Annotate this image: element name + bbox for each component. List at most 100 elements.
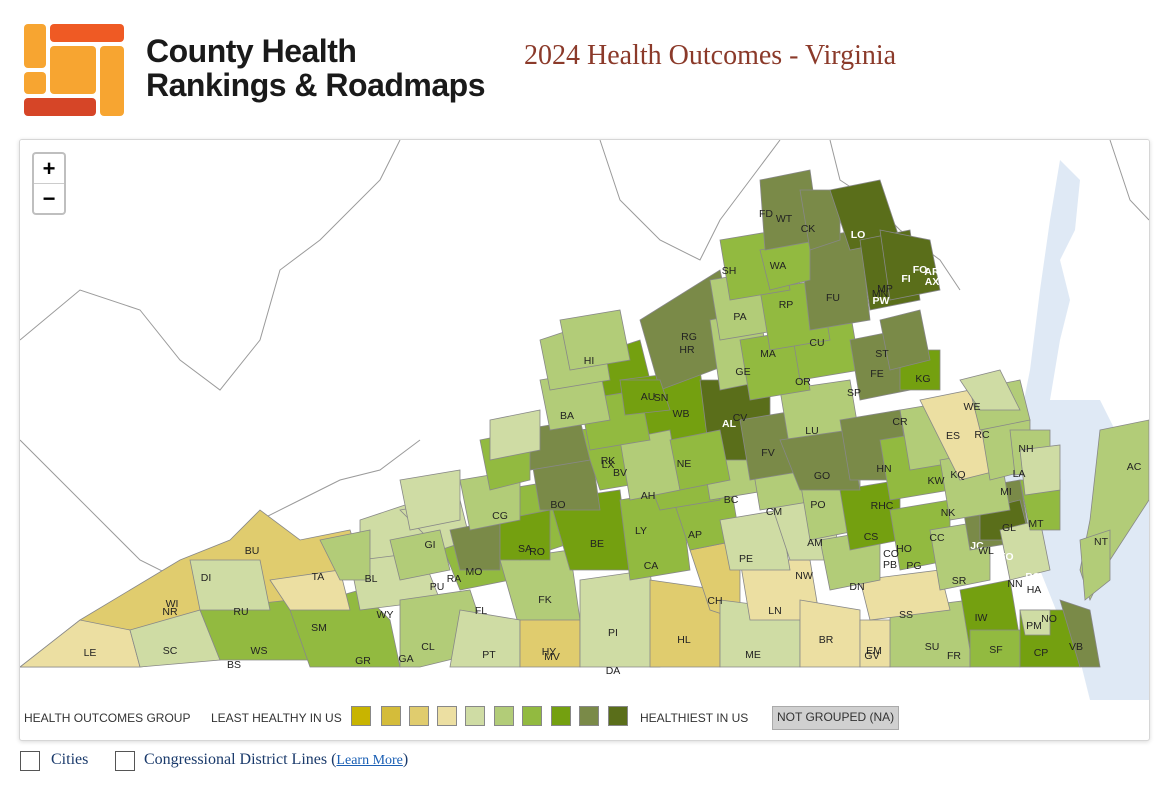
- county-label[interactable]: JC: [970, 540, 984, 552]
- county-label[interactable]: HR: [679, 344, 695, 356]
- county-label[interactable]: NK: [941, 507, 956, 519]
- county-label[interactable]: KQ: [950, 469, 965, 481]
- county-label[interactable]: PM: [1026, 620, 1042, 632]
- county-label[interactable]: CA: [644, 560, 659, 572]
- county-label[interactable]: SP: [847, 387, 861, 399]
- zoom-out-button[interactable]: −: [34, 183, 64, 213]
- county-label[interactable]: GL: [1002, 522, 1016, 534]
- county-label[interactable]: LA: [1013, 468, 1026, 480]
- county-label[interactable]: WS: [251, 645, 268, 657]
- county-label[interactable]: WB: [673, 408, 690, 420]
- county-label[interactable]: BS: [227, 659, 241, 671]
- county-label[interactable]: LU: [805, 425, 818, 437]
- county-label[interactable]: NO: [1041, 613, 1057, 625]
- county-label[interactable]: WI: [166, 598, 179, 610]
- county-label[interactable]: AR: [924, 266, 940, 278]
- county-label[interactable]: MI: [1000, 486, 1012, 498]
- legend-swatch[interactable]: [465, 706, 485, 726]
- county-label[interactable]: CP: [1034, 647, 1049, 659]
- county-label[interactable]: NN: [1007, 578, 1022, 590]
- county-label[interactable]: OR: [795, 376, 811, 388]
- county-label[interactable]: AM: [807, 537, 823, 549]
- county-label[interactable]: LO: [851, 229, 866, 241]
- county-label[interactable]: SN: [654, 392, 669, 404]
- county-label[interactable]: WY: [377, 609, 394, 621]
- legend-swatch[interactable]: [608, 706, 628, 726]
- county-label[interactable]: GE: [735, 366, 750, 378]
- county-label[interactable]: WT: [776, 213, 793, 225]
- county-label[interactable]: HN: [876, 463, 891, 475]
- county-label[interactable]: MO: [466, 566, 483, 578]
- county-label[interactable]: MN: [872, 288, 888, 300]
- county-label[interactable]: PG: [906, 560, 921, 572]
- county-label[interactable]: FO: [913, 264, 928, 276]
- county-label[interactable]: FI: [901, 273, 910, 285]
- legend-swatch[interactable]: [351, 706, 371, 726]
- county-label[interactable]: FE: [870, 368, 883, 380]
- county-label[interactable]: BO: [550, 499, 565, 511]
- county-label[interactable]: LE: [84, 647, 97, 659]
- county-label[interactable]: AU: [641, 391, 656, 403]
- county-label[interactable]: RG: [681, 331, 697, 343]
- county-label[interactable]: HY: [542, 646, 557, 658]
- county-label[interactable]: BC: [724, 494, 739, 506]
- county-label[interactable]: PA: [733, 311, 746, 323]
- legend-swatch[interactable]: [579, 706, 599, 726]
- county-label[interactable]: NH: [1018, 443, 1033, 455]
- county-label[interactable]: PI: [608, 627, 618, 639]
- virginia-county-map[interactable]: FD WT CK LO FO AR AX FI MP MN PW SH WA F…: [20, 140, 1149, 700]
- county-label[interactable]: LY: [635, 525, 647, 537]
- county-label[interactable]: GO: [814, 470, 830, 482]
- county-label[interactable]: AX: [925, 276, 940, 288]
- county-label[interactable]: BV: [613, 467, 627, 479]
- county-label[interactable]: SC: [163, 645, 178, 657]
- county-label[interactable]: CM: [766, 506, 782, 518]
- county-label[interactable]: NR: [162, 606, 178, 618]
- map-panel[interactable]: FD WT CK LO FO AR AX FI MP MN PW SH WA F…: [19, 139, 1150, 741]
- county-label[interactable]: SS: [899, 609, 913, 621]
- county-label[interactable]: HO: [896, 543, 912, 555]
- legend-swatch[interactable]: [522, 706, 542, 726]
- county-label[interactable]: RA: [447, 573, 462, 585]
- county-label[interactable]: CU: [809, 337, 824, 349]
- county-label[interactable]: FR: [947, 650, 961, 662]
- districts-text[interactable]: Congressional District Lines (: [144, 751, 337, 768]
- legend-swatch[interactable]: [437, 706, 457, 726]
- county-label[interactable]: TA: [312, 571, 325, 583]
- county-label[interactable]: FK: [538, 594, 551, 606]
- county-label[interactable]: WE: [964, 401, 981, 413]
- county-label[interactable]: SF: [989, 644, 1002, 656]
- county-label[interactable]: MA: [760, 348, 776, 360]
- county-label[interactable]: AP: [688, 529, 702, 541]
- county-label[interactable]: RP: [779, 299, 794, 311]
- county-label[interactable]: BU: [245, 545, 260, 557]
- county-label[interactable]: WL: [978, 545, 994, 557]
- learn-more-link[interactable]: Learn More: [336, 753, 403, 768]
- county-label[interactable]: CH: [707, 595, 722, 607]
- legend-swatch[interactable]: [551, 706, 571, 726]
- county-label[interactable]: RC: [974, 429, 990, 441]
- districts-checkbox[interactable]: [115, 751, 135, 771]
- county-label[interactable]: PT: [482, 649, 496, 661]
- county-label[interactable]: FU: [826, 292, 840, 304]
- county-label[interactable]: FD: [759, 208, 773, 220]
- county-label[interactable]: CL: [421, 641, 435, 653]
- county-label[interactable]: PQ: [1025, 571, 1040, 583]
- county-label[interactable]: SU: [925, 641, 940, 653]
- county-label[interactable]: BE: [590, 538, 604, 550]
- county-label[interactable]: PO: [810, 499, 825, 511]
- cities-label[interactable]: Cities: [51, 751, 89, 768]
- legend-swatch[interactable]: [381, 706, 401, 726]
- county-label[interactable]: VB: [1069, 641, 1083, 653]
- county-label[interactable]: CV: [733, 412, 748, 424]
- county-label[interactable]: CC: [929, 532, 945, 544]
- county-label[interactable]: CK: [801, 223, 816, 235]
- county-label[interactable]: AH: [641, 490, 656, 502]
- county-label[interactable]: MT: [1028, 518, 1044, 530]
- county-label[interactable]: IW: [975, 612, 988, 624]
- zoom-in-button[interactable]: +: [42, 156, 56, 181]
- county-label[interactable]: NW: [795, 570, 813, 582]
- county-label[interactable]: BR: [819, 634, 834, 646]
- county-label[interactable]: RO: [529, 546, 545, 558]
- county-label[interactable]: SM: [311, 622, 327, 634]
